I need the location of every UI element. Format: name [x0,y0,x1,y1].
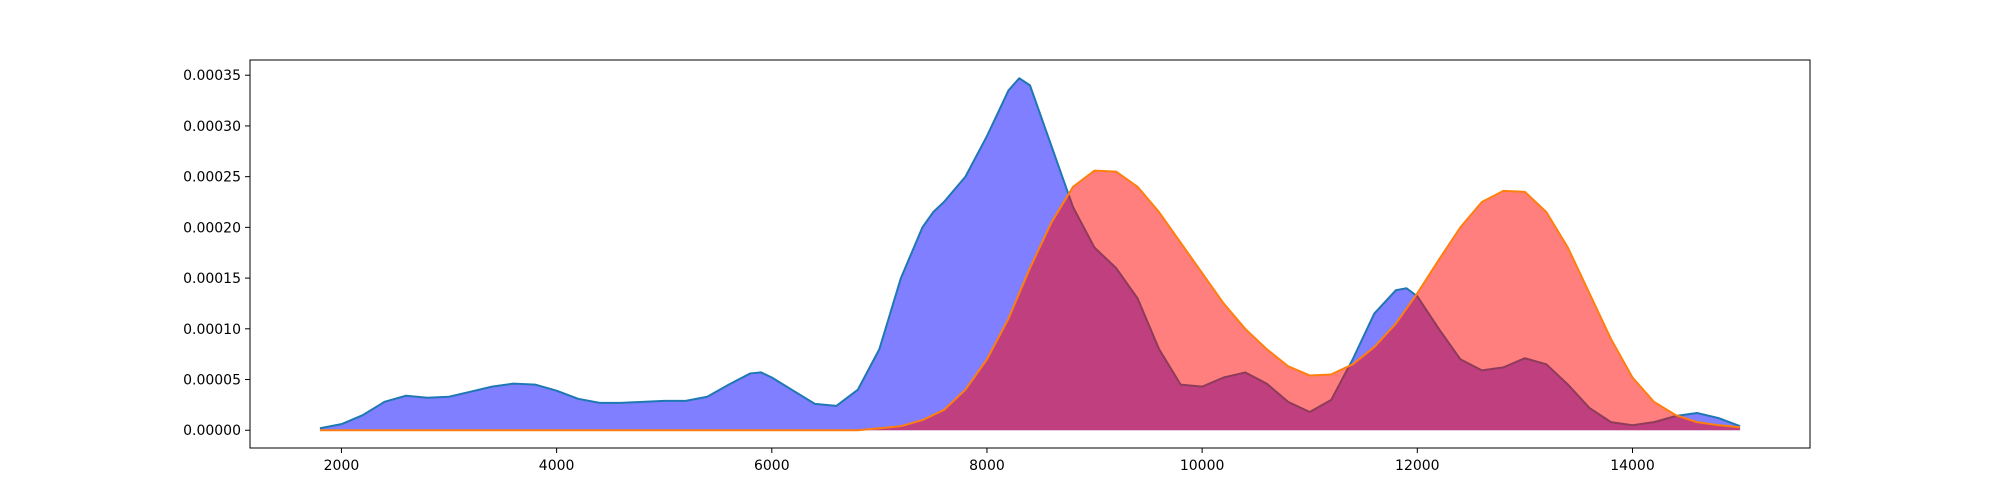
y-tick-label: 0.00015 [183,271,241,287]
y-tick-label: 0.00005 [183,373,241,389]
x-tick-label: 2000 [324,458,360,474]
x-tick-label: 10000 [1180,458,1225,474]
y-axis: 0.00000 0.00005 0.00010 0.00015 0.00020 0.000… [183,68,250,439]
x-tick-label: 14000 [1610,458,1655,474]
y-tick-label: 0.00010 [183,322,241,338]
x-tick-label: 8000 [969,458,1005,474]
x-axis: 2000 4000 6000 8000 10000 12000 14000 [324,448,1655,474]
y-tick-label: 0.00030 [183,119,241,135]
series-2-line [319,169,1741,432]
plot-frame [249,59,1811,449]
y-tick-label: 0.00020 [183,220,241,236]
series-2-area [319,170,1741,431]
series-layer [319,77,1741,432]
x-tick-label: 4000 [539,458,575,474]
y-tick-label: 0.00025 [183,170,241,186]
y-tick-label: 0.00035 [183,68,241,84]
x-tick-label: 6000 [754,458,790,474]
y-tick-label: 0.00000 [183,423,241,439]
x-tick-label: 12000 [1395,458,1440,474]
